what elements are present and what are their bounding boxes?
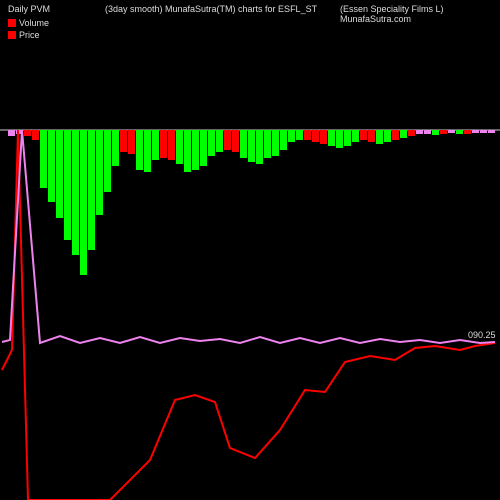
legend-swatch <box>8 19 16 27</box>
chart-header: Daily PVM (3day smooth) MunafaSutra(TM) … <box>0 4 500 18</box>
legend-item-volume: Volume <box>8 18 49 28</box>
header-left: Daily PVM <box>8 4 50 14</box>
legend-label: Price <box>19 30 40 40</box>
header-right: (Essen Speciality Films L) MunafaSutra.c… <box>340 4 500 24</box>
legend-swatch <box>8 31 16 39</box>
chart-area: 090.25 <box>0 60 500 500</box>
header-mid: (3day smooth) MunafaSutra(TM) charts for… <box>105 4 317 14</box>
legend-item-price: Price <box>8 30 49 40</box>
price-label: 090.25 <box>468 330 496 340</box>
legend-label: Volume <box>19 18 49 28</box>
chart-svg: 090.25 <box>0 60 500 500</box>
legend: Volume Price <box>8 18 49 42</box>
